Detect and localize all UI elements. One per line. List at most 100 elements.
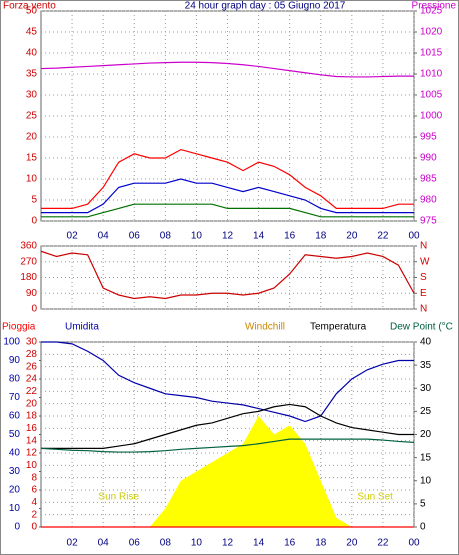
y-tick-label: 35 bbox=[26, 69, 38, 80]
y3-tick-label: 80 bbox=[9, 374, 21, 385]
y2-tick-label: 15 bbox=[420, 452, 432, 463]
y-tick-label: 45 bbox=[26, 27, 38, 38]
y2-tick-label: 10 bbox=[420, 475, 432, 486]
y2-tick-label: 1010 bbox=[420, 69, 443, 80]
y-tick-label: 6 bbox=[31, 485, 37, 496]
y-tick-label: 4 bbox=[31, 497, 37, 508]
y-tick-label: 0 bbox=[31, 522, 37, 533]
y-tick-label: 5 bbox=[31, 195, 37, 206]
y2-tick-label: 995 bbox=[420, 132, 437, 143]
y2-tick-label: 1025 bbox=[420, 6, 443, 17]
y3-tick-label: 70 bbox=[9, 392, 21, 403]
legend-entry: Windchill bbox=[245, 322, 285, 333]
y-tick-label: 270 bbox=[20, 256, 37, 267]
x-tick-label: 04 bbox=[98, 231, 110, 242]
y2-tick-label: 5 bbox=[420, 499, 426, 510]
y2-tick-label: 35 bbox=[420, 360, 432, 371]
y3-tick-label: 10 bbox=[9, 503, 21, 514]
y-tick-label: 0 bbox=[31, 216, 37, 227]
legend-entry: Pioggia bbox=[2, 322, 36, 333]
line bbox=[40, 438, 415, 453]
y-tick-label: 10 bbox=[26, 174, 38, 185]
y-tick-label: 26 bbox=[26, 361, 38, 372]
y2-tick-label: 20 bbox=[420, 429, 432, 440]
y2-tick-label: N bbox=[420, 241, 427, 252]
x-tick-label: 16 bbox=[284, 538, 296, 549]
x-tick-label: 20 bbox=[346, 231, 358, 242]
x-tick-label: 08 bbox=[160, 538, 172, 549]
line bbox=[41, 203, 414, 218]
x-tick-label: 10 bbox=[191, 538, 203, 549]
y-tick-label: 25 bbox=[26, 111, 38, 122]
legend-entry: Temperatura bbox=[310, 322, 367, 333]
area bbox=[41, 416, 414, 527]
annotation: Sun Set bbox=[357, 492, 393, 503]
x-tick-label: 12 bbox=[222, 231, 234, 242]
x-tick-label: 08 bbox=[160, 231, 172, 242]
y-tick-label: 16 bbox=[26, 423, 38, 434]
chart-title: 24 hour graph day : 05 Giugno 2017 bbox=[185, 1, 346, 12]
y2-tick-label: 40 bbox=[420, 337, 432, 348]
y-tick-label: 20 bbox=[26, 132, 38, 143]
y2-tick-label: 990 bbox=[420, 153, 437, 164]
y-tick-label: 30 bbox=[26, 337, 38, 348]
legend-entry: Dew Point (°C bbox=[390, 322, 453, 333]
line bbox=[41, 341, 414, 423]
y-tick-label: 24 bbox=[26, 374, 38, 385]
x-tick-label: 06 bbox=[129, 231, 141, 242]
line bbox=[41, 403, 414, 449]
y2-tick-label: 0 bbox=[420, 522, 426, 533]
line bbox=[40, 61, 414, 78]
y-tick-label: 20 bbox=[26, 398, 38, 409]
y3-tick-label: 90 bbox=[9, 355, 21, 366]
y2-tick-label: 980 bbox=[420, 195, 437, 206]
x-tick-label: 22 bbox=[377, 231, 389, 242]
y-tick-label: 0 bbox=[31, 304, 37, 315]
y3-tick-label: 30 bbox=[9, 466, 21, 477]
y3-tick-label: 50 bbox=[9, 429, 21, 440]
y-tick-label: 360 bbox=[20, 241, 37, 252]
x-tick-label: 02 bbox=[67, 538, 79, 549]
x-tick-label: 02 bbox=[67, 231, 79, 242]
y-tick-label: 50 bbox=[26, 6, 38, 17]
y-tick-label: 180 bbox=[20, 272, 37, 283]
y-tick-label: 30 bbox=[26, 90, 38, 101]
y2-tick-label: 1000 bbox=[420, 111, 443, 122]
y2-tick-label: 1015 bbox=[420, 48, 443, 59]
y-tick-label: 14 bbox=[26, 435, 38, 446]
y-tick-label: 18 bbox=[26, 411, 38, 422]
y3-tick-label: 60 bbox=[9, 411, 21, 422]
line bbox=[40, 250, 415, 300]
y2-tick-label: 975 bbox=[420, 216, 437, 227]
y2-tick-label: 1020 bbox=[420, 27, 443, 38]
y2-tick-label: 25 bbox=[420, 406, 432, 417]
line bbox=[41, 148, 414, 209]
line bbox=[41, 178, 414, 214]
y-tick-label: 2 bbox=[31, 509, 37, 520]
y2-tick-label: 985 bbox=[420, 174, 437, 185]
x-tick-label: 10 bbox=[191, 231, 203, 242]
x-tick-label: 16 bbox=[284, 231, 296, 242]
y-tick-label: 10 bbox=[26, 460, 38, 471]
y-tick-label: 12 bbox=[26, 448, 38, 459]
y2-tick-label: S bbox=[420, 272, 427, 283]
x-tick-label: 06 bbox=[129, 538, 141, 549]
y3-tick-label: 20 bbox=[9, 485, 21, 496]
y2-label: Pressione bbox=[412, 1, 457, 12]
y-tick-label: 40 bbox=[26, 48, 38, 59]
x-tick-label: 12 bbox=[222, 538, 234, 549]
y-tick-label: 28 bbox=[26, 349, 38, 360]
x-tick-label: 00 bbox=[408, 231, 420, 242]
y-tick-label: 90 bbox=[26, 288, 38, 299]
y3-tick-label: 0 bbox=[14, 522, 20, 533]
y3-tick-label: 100 bbox=[3, 337, 20, 348]
y2-tick-label: W bbox=[420, 256, 430, 267]
x-tick-label: 14 bbox=[253, 231, 265, 242]
x-tick-label: 22 bbox=[377, 538, 389, 549]
y-tick-label: 22 bbox=[26, 386, 38, 397]
y2-tick-label: 1005 bbox=[420, 90, 443, 101]
y3-tick-label: 40 bbox=[9, 448, 21, 459]
y2-tick-label: 30 bbox=[420, 383, 432, 394]
y2-tick-label: N bbox=[420, 304, 427, 315]
